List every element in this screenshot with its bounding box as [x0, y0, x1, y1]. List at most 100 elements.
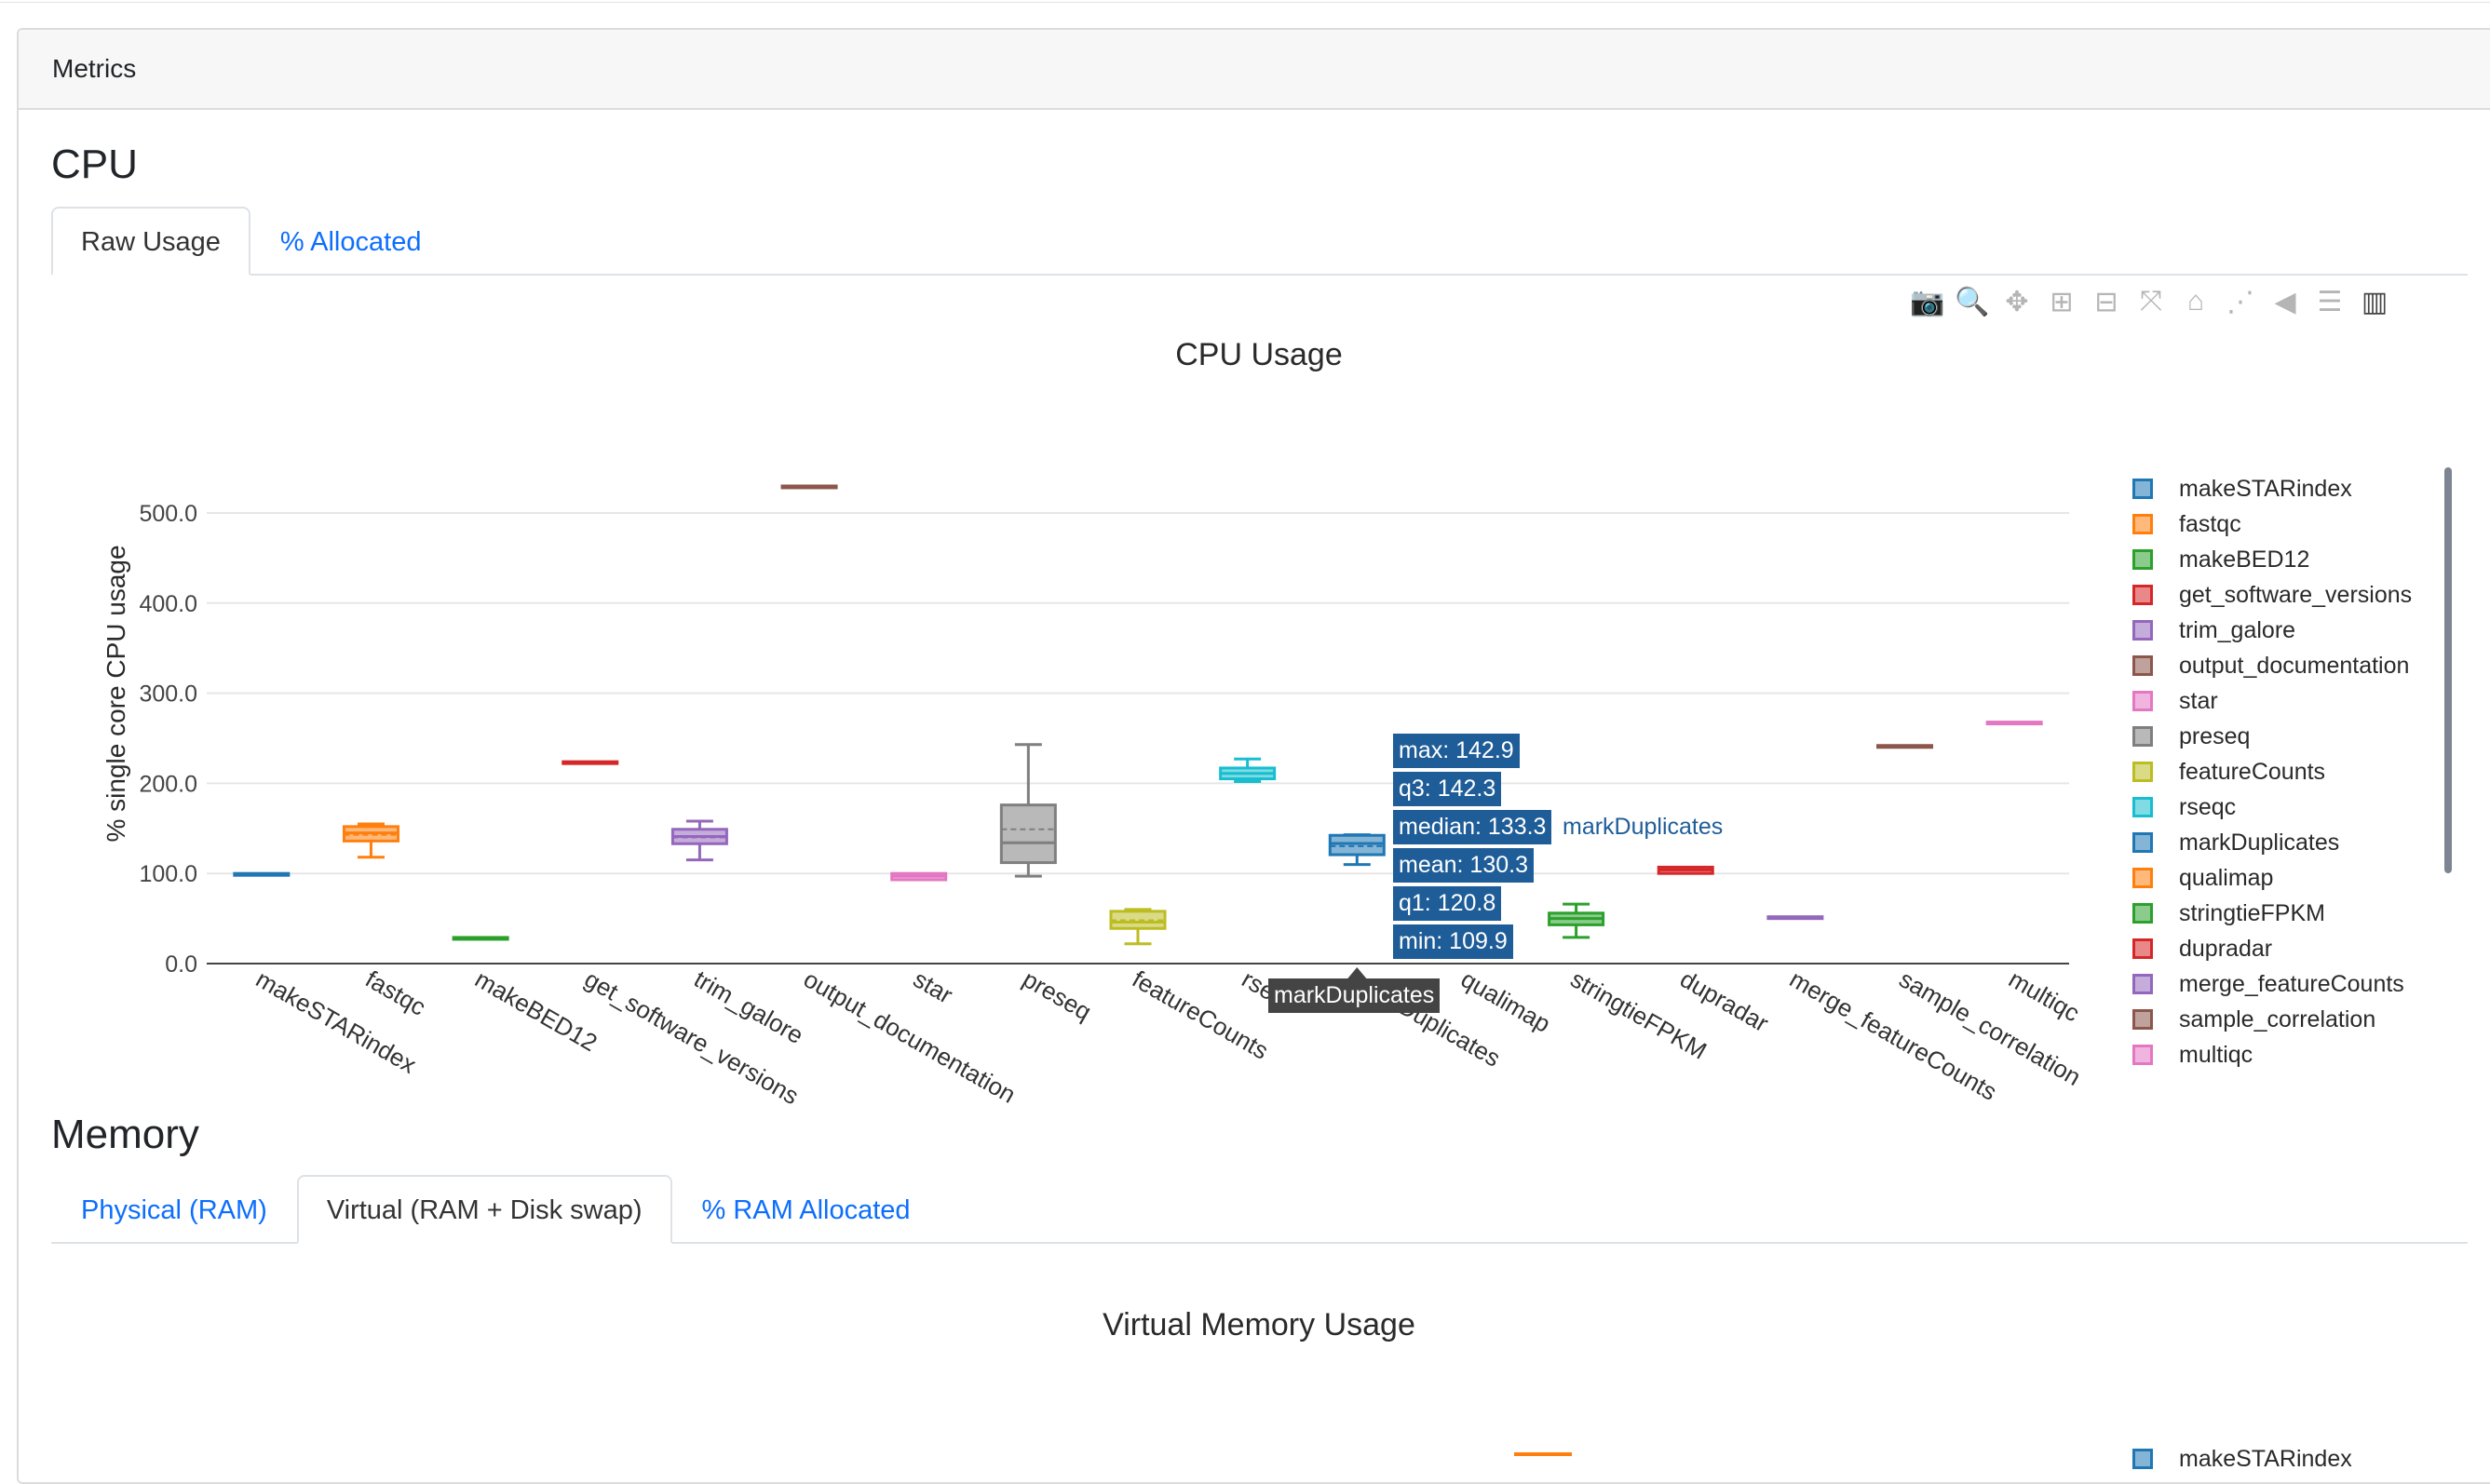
legend-swatch [2132, 549, 2153, 570]
legend-item-fastqc[interactable]: fastqc [2132, 506, 2412, 542]
hover-label: q3: 142.3 [1393, 772, 1502, 806]
plot-modebar: 📷 🔍 ✥ ⊞ ⊟ ⤧ ⌂ ⋰ ◀ ☰ ▥ [1910, 285, 2391, 318]
legend-label: rseqc [2179, 793, 2237, 820]
legend-swatch [2132, 974, 2153, 994]
legend-swatch [2132, 479, 2153, 499]
cpu-usage-chart[interactable]: 0.0 100.0 200.0 300.0 400.0 500.0 % single cor… [0, 0, 2490, 1117]
hover-compare-icon[interactable]: ☰ [2317, 286, 2343, 317]
zoom-in-icon[interactable]: ⊞ [2050, 286, 2074, 317]
memory-chart-title: Virtual Memory Usage [1103, 1307, 1415, 1342]
legend-item-output-documentation[interactable]: output_documentation [2132, 648, 2412, 683]
legend-label: featureCounts [2179, 758, 2326, 785]
pan-icon[interactable]: ✥ [2005, 286, 2029, 317]
reset-axes-icon[interactable]: ⌂ [2186, 286, 2205, 317]
box-multiqc [1985, 721, 2043, 726]
autoscale-icon[interactable]: ⤧ [2140, 286, 2162, 317]
legend-item-preseq[interactable]: preseq [2132, 719, 2412, 754]
hover-closest-icon[interactable]: ◀ [2274, 286, 2296, 317]
legend-swatch [2132, 938, 2153, 959]
legend-item-rseqc[interactable]: rseqc [2132, 789, 2412, 825]
legend-item-stringtiefpkm[interactable]: stringtieFPKM [2132, 896, 2412, 931]
legend-label: fastqc [2179, 510, 2241, 537]
zoom-out-icon[interactable]: ⊟ [2094, 286, 2118, 317]
legend-item-makebed12[interactable]: makeBED12 [2132, 542, 2412, 577]
legend-item-star[interactable]: star [2132, 683, 2412, 719]
y-tick-label: 400.0 [139, 591, 197, 617]
legend-item-makestarindex[interactable]: makeSTARindex [2132, 471, 2412, 506]
legend-item-qualimap[interactable]: qualimap [2132, 860, 2412, 896]
legend-swatch [2132, 1449, 2153, 1469]
legend-swatch [2132, 903, 2153, 924]
legend-item-merge-featurecounts[interactable]: merge_featureCounts [2132, 966, 2412, 1002]
cpu-chart-title: CPU Usage [1175, 337, 1343, 372]
legend-swatch [2132, 1009, 2153, 1030]
hover-label: max: 142.9 [1393, 734, 1520, 768]
box-makebed12 [452, 936, 509, 941]
box-merge-featurecounts [1766, 915, 1824, 921]
legend-swatch [2132, 762, 2153, 782]
legend-label: output_documentation [2179, 652, 2410, 679]
spike-lines-icon[interactable]: ⋰ [2226, 286, 2254, 317]
legend-swatch [2132, 514, 2153, 534]
legend-item-dupradar[interactable]: dupradar [2132, 931, 2412, 966]
memory-chart-partial[interactable] [1509, 1449, 1583, 1458]
legend-label: get_software_versions [2179, 581, 2413, 608]
hover-label: mean: 130.3 [1393, 848, 1534, 883]
memory-tab-ram-allocated[interactable]: % RAM Allocated [701, 1195, 911, 1225]
x-tick-label: star [909, 965, 958, 1009]
legend-label: qualimap [2179, 864, 2274, 891]
legend-label: star [2179, 687, 2218, 714]
legend-item-markduplicates[interactable]: markDuplicates [2132, 825, 2412, 860]
x-tick-label: preseq [1018, 965, 1096, 1026]
y-tick-label: 100.0 [139, 861, 197, 887]
x-tick-label: makeBED12 [470, 965, 602, 1057]
cpu-tab-raw-usage[interactable]: Raw Usage [51, 207, 250, 276]
zoom-icon[interactable]: 🔍 [1955, 286, 1990, 317]
legend-item-featurecounts[interactable]: featureCounts [2132, 754, 2412, 789]
box-featurecounts [1109, 910, 1167, 930]
x-tick-label: fastqc [360, 965, 430, 1021]
legend-swatch [2132, 1045, 2153, 1065]
legend-item-get-software-versions[interactable]: get_software_versions [2132, 577, 2412, 613]
plotly-logo-icon[interactable]: ▥ [2361, 286, 2389, 317]
legend-item-sample-correlation[interactable]: sample_correlation [2132, 1002, 2412, 1037]
cpu-chart-legend: makeSTARindex fastqc makeBED12 get_software… [2132, 471, 2412, 1073]
hover-label: median: 133.3 [1393, 810, 1552, 844]
hover-label: q1: 120.8 [1393, 886, 1502, 921]
legend-label: stringtieFPKM [2179, 899, 2325, 926]
legend-scrollbar[interactable] [2444, 467, 2452, 873]
x-tick-label: sample_correlation [1895, 965, 2086, 1091]
x-tick-label: qualimap [1456, 965, 1555, 1038]
box-get-software-versions [562, 760, 619, 765]
memory-tab-physical-ram[interactable]: Physical (RAM) [81, 1195, 267, 1225]
legend-item-multiqc[interactable]: multiqc [2132, 1037, 2412, 1073]
legend-label: makeSTARindex [2179, 475, 2352, 502]
hover-x-pointer [1347, 967, 1367, 978]
cpu-tab-allocated[interactable]: % Allocated [279, 227, 422, 257]
y-tick-label: 0.0 [165, 951, 197, 978]
box-markduplicates [1328, 833, 1386, 857]
cpu-tabs: Raw Usage % Allocated [51, 207, 2468, 276]
y-tick-label: 500.0 [139, 501, 197, 527]
memory-chart-legend: makeSTARindex [2132, 1441, 2352, 1477]
memory-tabs: Physical (RAM) Virtual (RAM + Disk swap)%… [51, 1175, 2468, 1244]
x-tick-label: dupradar [1675, 965, 1773, 1037]
legend-swatch [2132, 655, 2153, 676]
camera-icon[interactable]: 📷 [1910, 286, 1945, 317]
box-makestarindex [233, 871, 291, 877]
legend-swatch [2132, 620, 2153, 641]
legend-swatch [2132, 832, 2153, 853]
y-axis-title: % single core CPU usage [101, 545, 130, 842]
legend-swatch [2132, 691, 2153, 711]
legend-label: dupradar [2179, 935, 2273, 962]
legend-label: merge_featureCounts [2179, 970, 2404, 997]
hover-label: min: 109.9 [1393, 924, 1513, 959]
legend-item-makestarindex[interactable]: makeSTARindex [2132, 1441, 2352, 1477]
box-output-documentation [780, 484, 838, 490]
legend-label: preseq [2179, 722, 2251, 749]
x-tick-label: merge_featureCounts [1785, 965, 2002, 1106]
memory-tab-virtual-ram-disk-swap[interactable]: Virtual (RAM + Disk swap) [296, 1175, 672, 1244]
legend-item-trim-galore[interactable]: trim_galore [2132, 613, 2412, 648]
card-header: Metrics [19, 30, 2490, 110]
top-divider [0, 0, 2490, 3]
